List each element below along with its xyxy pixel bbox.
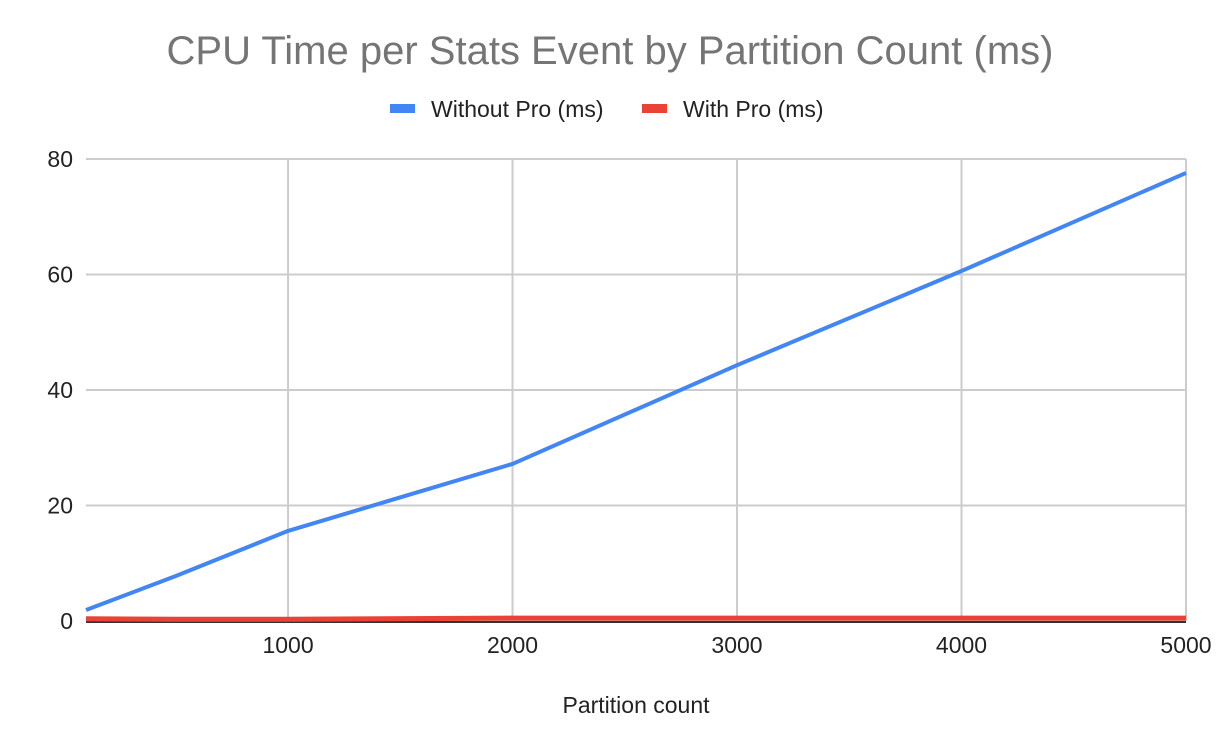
legend-label: Without Pro (ms) [431, 96, 604, 122]
grid [86, 158, 1187, 623]
y-tick-label: 80 [47, 146, 73, 172]
series-line-1 [85, 615, 1186, 622]
chart-title: CPU Time per Stats Event by Partition Co… [167, 29, 1054, 73]
x-tick-label: 4000 [936, 632, 987, 658]
legend: Without Pro (ms) With Pro (ms) [390, 96, 824, 122]
series-line-0 [85, 171, 1187, 612]
y-tick-label: 40 [47, 377, 73, 403]
x-tick-label: 2000 [487, 632, 538, 658]
tick-labels: 0 20 40 60 80 1000 2000 3000 4000 5000 [47, 146, 1211, 658]
y-tick-label: 20 [47, 493, 73, 519]
x-axis-label: Partition count [562, 692, 710, 718]
y-tick-label: 0 [60, 608, 73, 634]
x-tick-label: 3000 [711, 632, 762, 658]
series-lines [85, 171, 1187, 622]
x-tick-label: 5000 [1160, 632, 1211, 658]
x-tick-label: 1000 [262, 632, 313, 658]
legend-swatch [642, 104, 667, 113]
legend-swatch [390, 104, 415, 113]
y-tick-label: 60 [47, 262, 73, 288]
legend-label: With Pro (ms) [683, 96, 824, 122]
